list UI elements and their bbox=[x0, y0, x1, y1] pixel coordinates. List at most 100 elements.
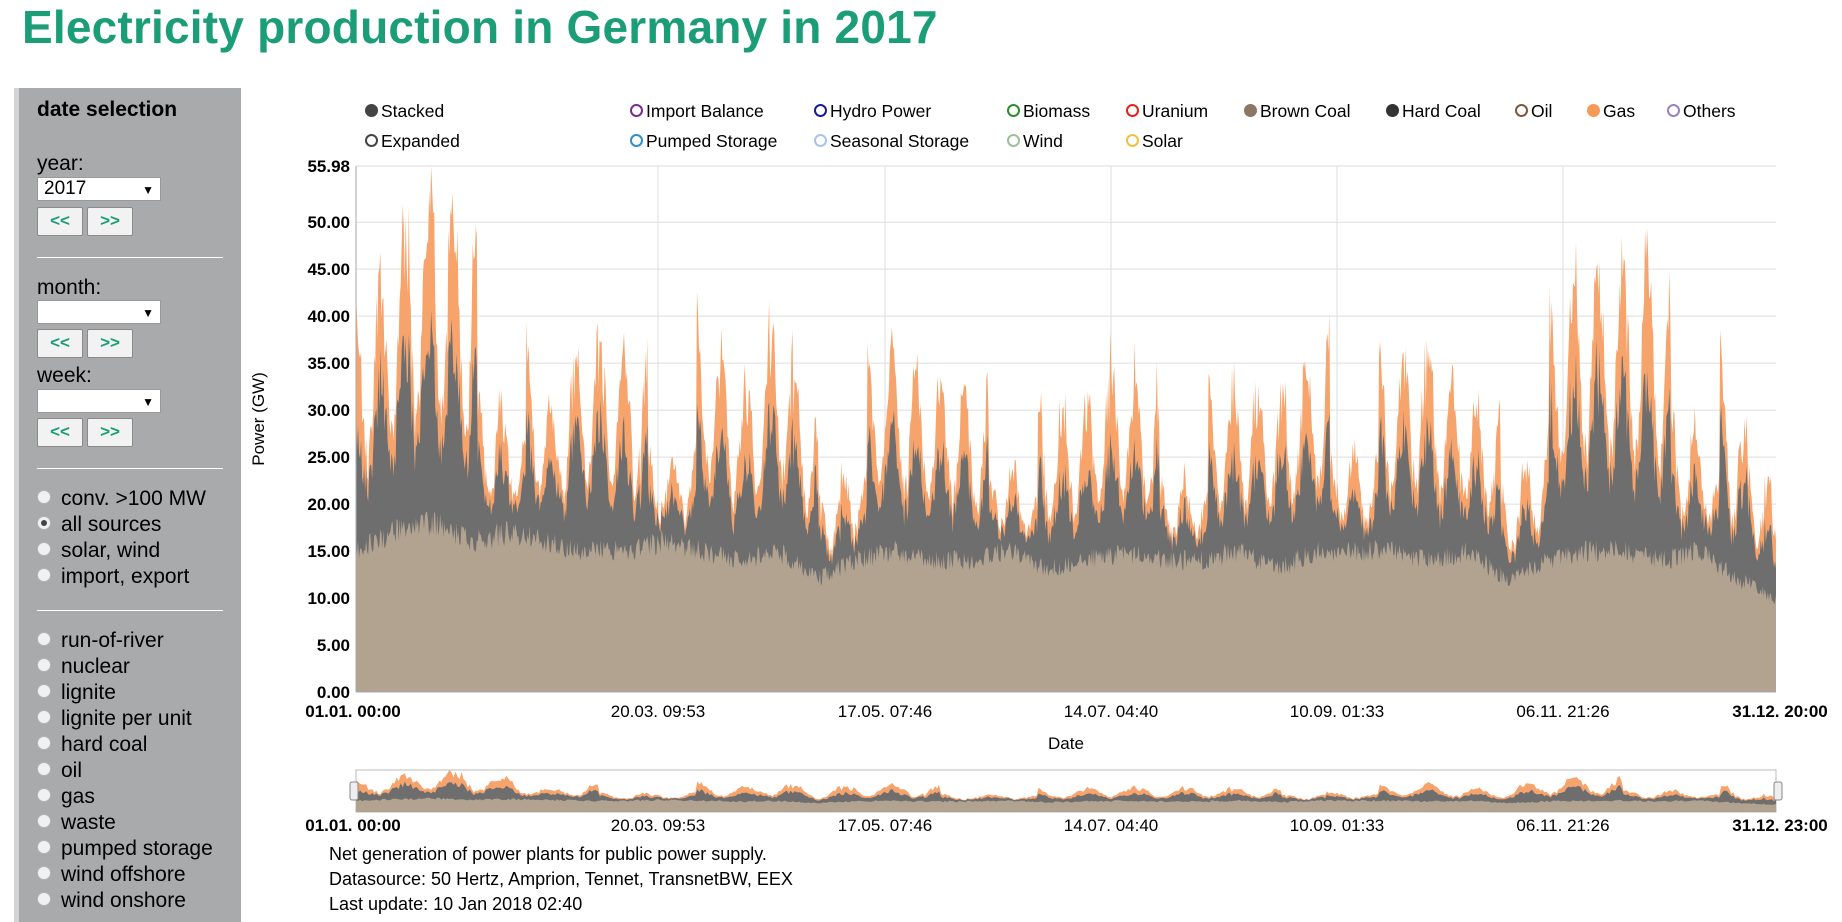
legend-item-wind[interactable]: Wind bbox=[1007, 131, 1063, 152]
radio-icon bbox=[37, 788, 51, 803]
legend-item-seasonal-storage[interactable]: Seasonal Storage bbox=[814, 131, 969, 152]
legend-label: Wind bbox=[1023, 131, 1063, 151]
circle-icon bbox=[1126, 133, 1139, 147]
radio-icon bbox=[37, 632, 51, 647]
circle-icon bbox=[1007, 103, 1020, 117]
overview-handle-left[interactable] bbox=[349, 781, 359, 801]
source-option-label: hard coal bbox=[61, 733, 148, 756]
x-tick-label: 10.09. 01:33 bbox=[1290, 702, 1385, 721]
area-brown-coal bbox=[356, 512, 1776, 692]
y-tick-label: 55.98 bbox=[307, 157, 350, 176]
y-tick-label: 50.00 bbox=[307, 213, 350, 232]
source-option-label: gas bbox=[61, 785, 95, 808]
source-option[interactable]: lignite bbox=[37, 680, 116, 706]
legend-item-import-balance[interactable]: Import Balance bbox=[630, 101, 764, 122]
view-option-import-export[interactable]: import, export bbox=[37, 564, 189, 590]
week-select[interactable]: ▼ bbox=[37, 389, 161, 413]
legend-item-others[interactable]: Others bbox=[1667, 101, 1736, 122]
week-prev-button[interactable]: << bbox=[37, 418, 83, 447]
divider bbox=[37, 257, 223, 258]
source-option[interactable]: pumped storage bbox=[37, 836, 213, 862]
circle-icon bbox=[1007, 133, 1020, 147]
x-tick-label: 31.12. 20:00 bbox=[1732, 702, 1827, 721]
year-prev-button[interactable]: << bbox=[37, 207, 83, 236]
chevron-down-icon: ▼ bbox=[142, 183, 154, 197]
chart-axes: 0.00 5.00 10.00 15.00 20.00 25.00 30.00 35.00 40… bbox=[249, 157, 1828, 753]
x-axis-title: Date bbox=[1048, 734, 1084, 753]
circle-icon bbox=[1386, 103, 1399, 117]
month-prev-button[interactable]: << bbox=[37, 329, 83, 358]
source-option[interactable]: lignite per unit bbox=[37, 706, 192, 732]
radio-selected-icon bbox=[37, 516, 51, 531]
radio-icon bbox=[37, 866, 51, 881]
footnote-datasource: Datasource: 50 Hertz, Amprion, Tennet, T… bbox=[329, 869, 793, 889]
source-option-label: waste bbox=[61, 811, 116, 834]
chevron-down-icon: ▼ bbox=[142, 306, 154, 320]
y-tick-label: 35.00 bbox=[307, 354, 350, 373]
legend-item-solar[interactable]: Solar bbox=[1126, 131, 1183, 152]
source-option[interactable]: oil bbox=[37, 758, 82, 784]
source-option[interactable]: wind onshore bbox=[37, 888, 186, 914]
view-option-all-sources[interactable]: all sources bbox=[37, 512, 161, 538]
legend-item-hard-coal[interactable]: Hard Coal bbox=[1386, 101, 1481, 122]
view-option-solar-wind[interactable]: solar, wind bbox=[37, 538, 160, 564]
x-tick-label: 20.03. 09:53 bbox=[611, 702, 706, 721]
circle-icon bbox=[630, 133, 643, 147]
circle-icon bbox=[1667, 103, 1680, 117]
week-next-button[interactable]: >> bbox=[87, 418, 133, 447]
overview-navigator[interactable]: 01.01. 00:00 20.03. 09:53 17.05. 07:46 14.0… bbox=[305, 769, 1828, 835]
month-select[interactable]: ▼ bbox=[37, 300, 161, 324]
footnote-description: Net generation of power plants for publi… bbox=[329, 844, 767, 864]
legend-item-brown-coal[interactable]: Brown Coal bbox=[1244, 101, 1350, 122]
radio-icon bbox=[37, 568, 51, 583]
x-tick-label: 01.01. 00:00 bbox=[305, 702, 400, 721]
source-option[interactable]: nuclear bbox=[37, 654, 130, 680]
legend-label: Uranium bbox=[1142, 101, 1209, 121]
legend-label: Expanded bbox=[381, 131, 460, 151]
view-option-conv[interactable]: conv. >100 MW bbox=[37, 486, 206, 512]
legend-item-oil[interactable]: Oil bbox=[1515, 101, 1552, 122]
view-option-label: conv. >100 MW bbox=[61, 487, 206, 510]
date-selection-heading: date selection bbox=[37, 98, 178, 121]
legend-item-hydro-power[interactable]: Hydro Power bbox=[814, 101, 931, 122]
legend-item-uranium[interactable]: Uranium bbox=[1126, 101, 1208, 122]
source-option[interactable]: waste bbox=[37, 810, 116, 836]
radio-icon bbox=[37, 710, 51, 725]
source-option-label: wind onshore bbox=[61, 889, 186, 912]
x-tick-label: 14.07. 04:40 bbox=[1064, 702, 1159, 721]
legend-label: Biomass bbox=[1023, 101, 1091, 121]
source-option-label: lignite bbox=[61, 681, 116, 704]
date-selection-panel: date selection year: 2017 ▼ << >> month:… bbox=[19, 88, 241, 922]
legend-mode-expanded[interactable]: Expanded bbox=[365, 131, 460, 152]
source-option[interactable]: hard coal bbox=[37, 732, 147, 758]
circle-icon bbox=[1244, 103, 1257, 117]
legend-mode-stacked[interactable]: Stacked bbox=[365, 101, 444, 122]
source-option[interactable]: wind offshore bbox=[37, 862, 186, 888]
view-option-label: all sources bbox=[61, 513, 162, 536]
overview-handle-right[interactable] bbox=[1773, 781, 1783, 801]
circle-icon bbox=[1515, 103, 1528, 117]
radio-icon bbox=[365, 133, 378, 147]
legend-item-pumped-storage[interactable]: Pumped Storage bbox=[630, 131, 777, 152]
radio-icon bbox=[37, 762, 51, 777]
source-option[interactable]: gas bbox=[37, 784, 95, 810]
legend-item-gas[interactable]: Gas bbox=[1587, 101, 1635, 122]
circle-icon bbox=[1126, 103, 1139, 117]
year-select-value: 2017 bbox=[44, 178, 87, 199]
legend-label: Gas bbox=[1603, 101, 1636, 121]
y-tick-label: 45.00 bbox=[307, 260, 350, 279]
month-next-button[interactable]: >> bbox=[87, 329, 133, 358]
legend-label: Stacked bbox=[381, 101, 445, 121]
overview-x-tick-label: 31.12. 23:00 bbox=[1732, 816, 1827, 835]
year-next-button[interactable]: >> bbox=[87, 207, 133, 236]
source-option-label: pumped storage bbox=[61, 837, 213, 860]
radio-icon bbox=[37, 542, 51, 557]
legend-label: Pumped Storage bbox=[646, 131, 778, 151]
source-option-label: oil bbox=[61, 759, 83, 782]
y-tick-label: 30.00 bbox=[307, 401, 350, 420]
legend-item-biomass[interactable]: Biomass bbox=[1007, 101, 1090, 122]
overview-area-brown-coal bbox=[356, 797, 1776, 812]
source-option[interactable]: run-of-river bbox=[37, 628, 164, 654]
circle-icon bbox=[814, 103, 827, 117]
year-select[interactable]: 2017 ▼ bbox=[37, 177, 161, 201]
